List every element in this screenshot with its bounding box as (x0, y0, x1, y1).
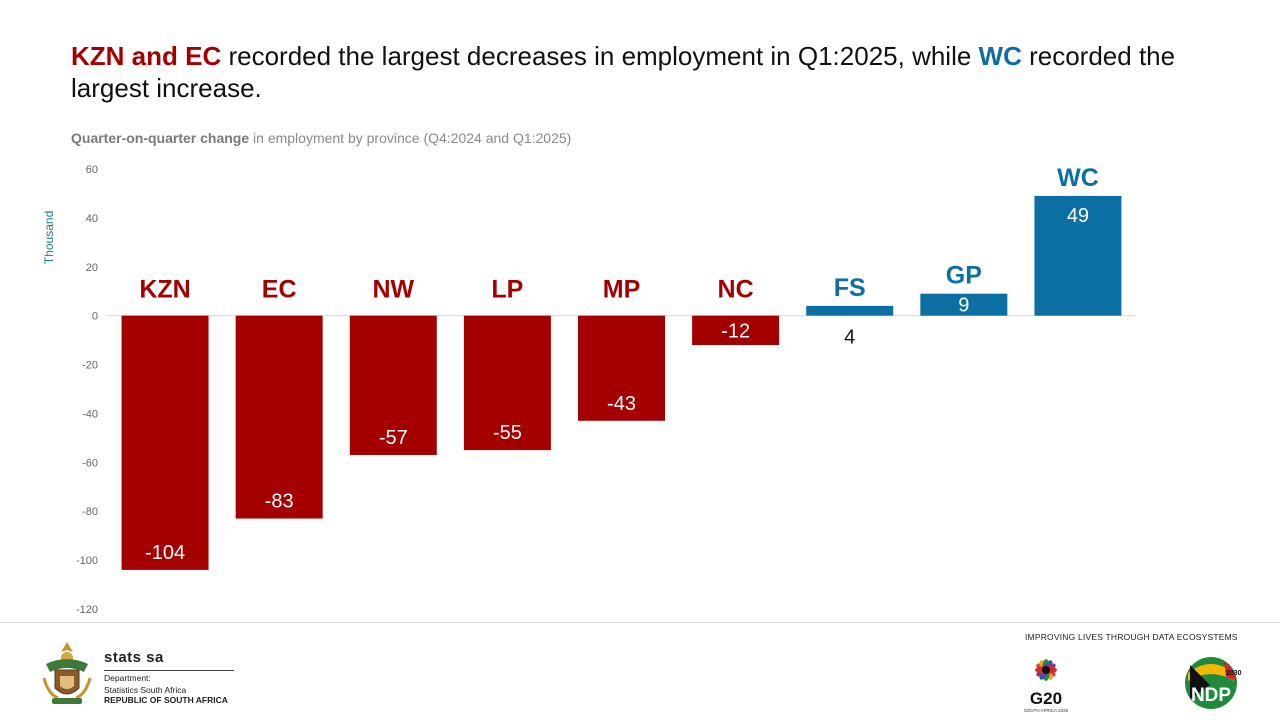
category-label: FS (834, 274, 866, 302)
bar-ec (235, 315, 323, 519)
y-tick-label: 60 (86, 164, 98, 176)
subtitle-bold: Quarter-on-quarter change (71, 130, 250, 146)
y-tick-label: -60 (82, 457, 98, 469)
dept-line-2: Statistics South Africa (104, 685, 187, 695)
coat-of-arms-icon (42, 642, 92, 704)
dept-line-3: REPUBLIC OF SOUTH AFRICA (104, 695, 228, 705)
data-label: 4 (844, 327, 855, 349)
headline-highlight-kzn-ec: KZN and EC (71, 41, 222, 71)
data-label: -104 (145, 542, 185, 564)
y-tick-label: 20 (86, 262, 98, 274)
ndp-logo-icon: 2030 NDP (1185, 657, 1242, 709)
ndp-text: NDP (1191, 685, 1231, 706)
g20-logo-icon: G20 SOUTH AFRICA 2025 (1024, 659, 1069, 713)
chart-subtitle: Quarter-on-quarter change in employment … (71, 130, 571, 146)
category-label: WC (1057, 164, 1099, 192)
ndp-year: 2030 (1226, 670, 1242, 677)
bar-kzn (121, 315, 209, 570)
bar-nc (692, 315, 780, 345)
g20-subtext: SOUTH AFRICA 2025 (1024, 708, 1069, 713)
category-label: LP (491, 276, 523, 304)
y-tick-label: -40 (82, 408, 98, 420)
department-block: stats sa Department: Statistics South Af… (104, 649, 234, 705)
category-label: EC (262, 276, 297, 304)
footer-tagline: IMPROVING LIVES THROUGH DATA ECOSYSTEMS (1025, 632, 1238, 642)
y-tick-label: -120 (76, 604, 98, 616)
subtitle-rest: in employment by province (Q4:2024 and Q… (249, 130, 572, 146)
y-tick-label: -100 (76, 555, 98, 567)
data-label: -12 (721, 320, 750, 342)
bar-gp (920, 293, 1008, 316)
headline-text-1: recorded the largest decreases in employ… (221, 41, 979, 71)
data-label: -55 (493, 422, 522, 444)
bar-nw (349, 315, 437, 455)
data-label: 49 (1067, 205, 1089, 227)
dept-line-1: Department: (104, 673, 151, 683)
category-label: NC (718, 276, 754, 304)
org-name: stats sa (104, 649, 234, 671)
category-label: NW (372, 276, 414, 304)
headline: KZN and EC recorded the largest decrease… (71, 40, 1221, 104)
headline-highlight-wc: WC (978, 41, 1022, 71)
category-label: GP (946, 262, 982, 290)
y-tick-label: 0 (92, 311, 98, 323)
footer-divider (0, 622, 1280, 623)
g20-text: G20 (1030, 689, 1062, 708)
y-axis-title: Thousand (42, 211, 56, 264)
bar-fs (806, 305, 894, 316)
bar-mp (578, 315, 665, 421)
y-tick-label: -20 (82, 360, 98, 372)
bar-wc (1034, 195, 1122, 316)
data-label: -57 (379, 427, 408, 449)
headline-text-2: recorded the largest increase. (71, 41, 1176, 103)
bar-chart: 60 40 20 0 -20 -40 -60 -80 -100 -120 Thousand KZN -1… (42, 164, 1135, 616)
data-label: 9 (958, 295, 969, 317)
data-label: -83 (265, 491, 294, 513)
data-label: -43 (607, 393, 636, 415)
bar-lp (463, 315, 551, 451)
category-label: KZN (139, 276, 190, 304)
category-label: MP (603, 276, 641, 304)
y-tick-label: -80 (82, 506, 98, 518)
y-tick-label: 40 (86, 213, 98, 225)
